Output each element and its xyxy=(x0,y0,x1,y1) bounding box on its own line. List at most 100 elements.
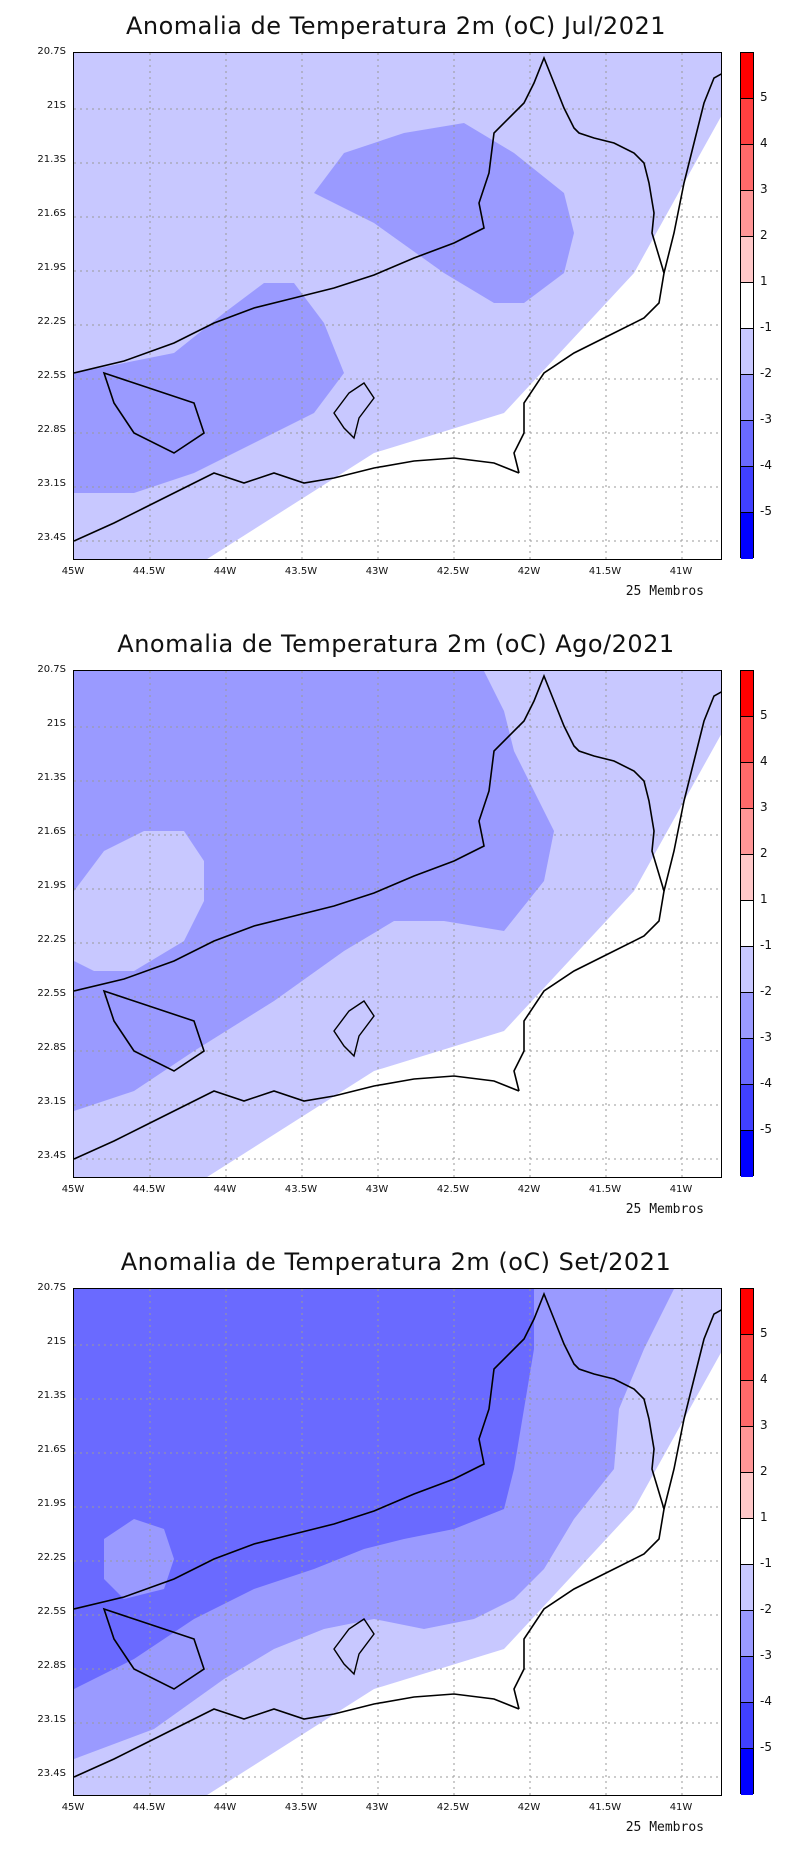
lat-label: 21.9S xyxy=(37,880,66,891)
colorbar-swatch xyxy=(741,513,753,559)
colorbar xyxy=(740,670,754,1177)
lat-label: 20.7S xyxy=(37,46,66,57)
lat-label: 20.7S xyxy=(37,1282,66,1293)
colorbar-swatch xyxy=(741,191,753,237)
lat-label: 21S xyxy=(46,100,66,111)
colorbar-swatch xyxy=(741,283,753,329)
state-border xyxy=(74,673,665,1092)
lon-label: 44W xyxy=(213,1802,237,1813)
colorbar-label: 3 xyxy=(760,182,768,196)
colorbar-swatch xyxy=(741,1289,753,1335)
lon-label: 43W xyxy=(365,566,389,577)
colorbar-label: -1 xyxy=(760,320,772,334)
colorbar-swatch xyxy=(741,145,753,191)
lon-label: 42.5W xyxy=(436,1184,470,1195)
lat-label: 21.3S xyxy=(37,1390,66,1401)
grid-lines xyxy=(74,53,721,559)
colorbar-label: -4 xyxy=(760,1694,772,1708)
lat-label: 22.2S xyxy=(37,316,66,327)
inner-border xyxy=(102,989,205,1072)
colorbar-swatch xyxy=(741,993,753,1039)
state-border xyxy=(74,55,665,474)
anomaly-map xyxy=(74,1289,721,1795)
grid-lines xyxy=(74,671,721,1177)
lat-label: 21.9S xyxy=(37,1498,66,1509)
anomaly-fill-overlay2 xyxy=(74,831,204,971)
lon-label: 41W xyxy=(669,566,693,577)
lon-label: 44.5W xyxy=(132,1802,166,1813)
members-note: 25 Membros xyxy=(625,1820,704,1835)
lon-label: 41.5W xyxy=(588,1184,622,1195)
colorbar-swatch xyxy=(741,901,753,947)
lon-label: 44.5W xyxy=(132,1184,166,1195)
colorbar-swatch xyxy=(741,1427,753,1473)
colorbar-label: 1 xyxy=(760,1510,768,1524)
colorbar-label: -3 xyxy=(760,1030,772,1044)
lat-label: 21S xyxy=(46,718,66,729)
colorbar-swatch xyxy=(741,53,753,99)
colorbar-swatch xyxy=(741,1519,753,1565)
bay xyxy=(333,1000,375,1058)
lat-label: 21.6S xyxy=(37,208,66,219)
lat-label: 22.8S xyxy=(37,424,66,435)
colorbar-label: 2 xyxy=(760,228,768,242)
members-note: 25 Membros xyxy=(625,584,704,599)
coastline xyxy=(74,1075,520,1160)
colorbar-swatch xyxy=(741,1565,753,1611)
colorbar-label: -4 xyxy=(760,458,772,472)
panel-title: Anomalia de Temperatura 2m (oC) Ago/2021 xyxy=(117,630,675,658)
lat-label: 23.4S xyxy=(37,532,66,543)
coastline-north xyxy=(663,1309,721,1510)
lat-label: 21.3S xyxy=(37,154,66,165)
grid-lines xyxy=(74,1289,721,1795)
lon-label: 43.5W xyxy=(284,1184,318,1195)
anomaly-fill-overlay2 xyxy=(74,1289,534,1689)
lat-label: 23.1S xyxy=(37,478,66,489)
colorbar xyxy=(740,52,754,559)
lat-label: 21S xyxy=(46,1336,66,1347)
lon-label: 45W xyxy=(61,1802,85,1813)
lon-label: 41.5W xyxy=(588,566,622,577)
colorbar-swatch xyxy=(741,237,753,283)
colorbar-label: -5 xyxy=(760,504,772,518)
coastline xyxy=(74,1693,520,1778)
lat-label: 22.5S xyxy=(37,988,66,999)
bay xyxy=(333,382,375,440)
lat-label: 21.3S xyxy=(37,772,66,783)
map-panel-jul: Anomalia de Temperatura 2m (oC) Jul/2021… xyxy=(0,0,800,618)
colorbar-swatch xyxy=(741,1703,753,1749)
panel-title: Anomalia de Temperatura 2m (oC) Jul/2021 xyxy=(125,12,667,40)
bay xyxy=(333,1618,375,1676)
lon-label: 45W xyxy=(61,566,85,577)
colorbar-label: -2 xyxy=(760,984,772,998)
anomaly-fill-overlay1 xyxy=(314,123,574,303)
colorbar-label: 2 xyxy=(760,846,768,860)
anomaly-map xyxy=(74,671,721,1177)
lat-label: 22.2S xyxy=(37,1552,66,1563)
colorbar-swatch xyxy=(741,99,753,145)
map-panel-ago: Anomalia de Temperatura 2m (oC) Ago/2021… xyxy=(0,618,800,1236)
lat-label: 23.4S xyxy=(37,1768,66,1779)
colorbar-label: -1 xyxy=(760,938,772,952)
colorbar-label: -4 xyxy=(760,1076,772,1090)
lat-label: 22.5S xyxy=(37,370,66,381)
colorbar-label: 2 xyxy=(760,1464,768,1478)
anomaly-map xyxy=(74,53,721,559)
colorbar-swatch xyxy=(741,1335,753,1381)
lon-label: 43W xyxy=(365,1184,389,1195)
colorbar-label: 1 xyxy=(760,892,768,906)
colorbar-swatch xyxy=(741,763,753,809)
colorbar-label: 5 xyxy=(760,1326,768,1340)
lat-label: 21.9S xyxy=(37,262,66,273)
coastline xyxy=(74,457,520,542)
colorbar-swatch xyxy=(741,1473,753,1519)
colorbar-label: 3 xyxy=(760,800,768,814)
colorbar-label: 4 xyxy=(760,136,768,150)
colorbar-label: 5 xyxy=(760,708,768,722)
lon-label: 41W xyxy=(669,1802,693,1813)
lon-label: 43.5W xyxy=(284,566,318,577)
lon-label: 43.5W xyxy=(284,1802,318,1813)
lat-label: 20.7S xyxy=(37,664,66,675)
lon-label: 42W xyxy=(517,1184,541,1195)
panel-title: Anomalia de Temperatura 2m (oC) Set/2021 xyxy=(120,1248,672,1276)
